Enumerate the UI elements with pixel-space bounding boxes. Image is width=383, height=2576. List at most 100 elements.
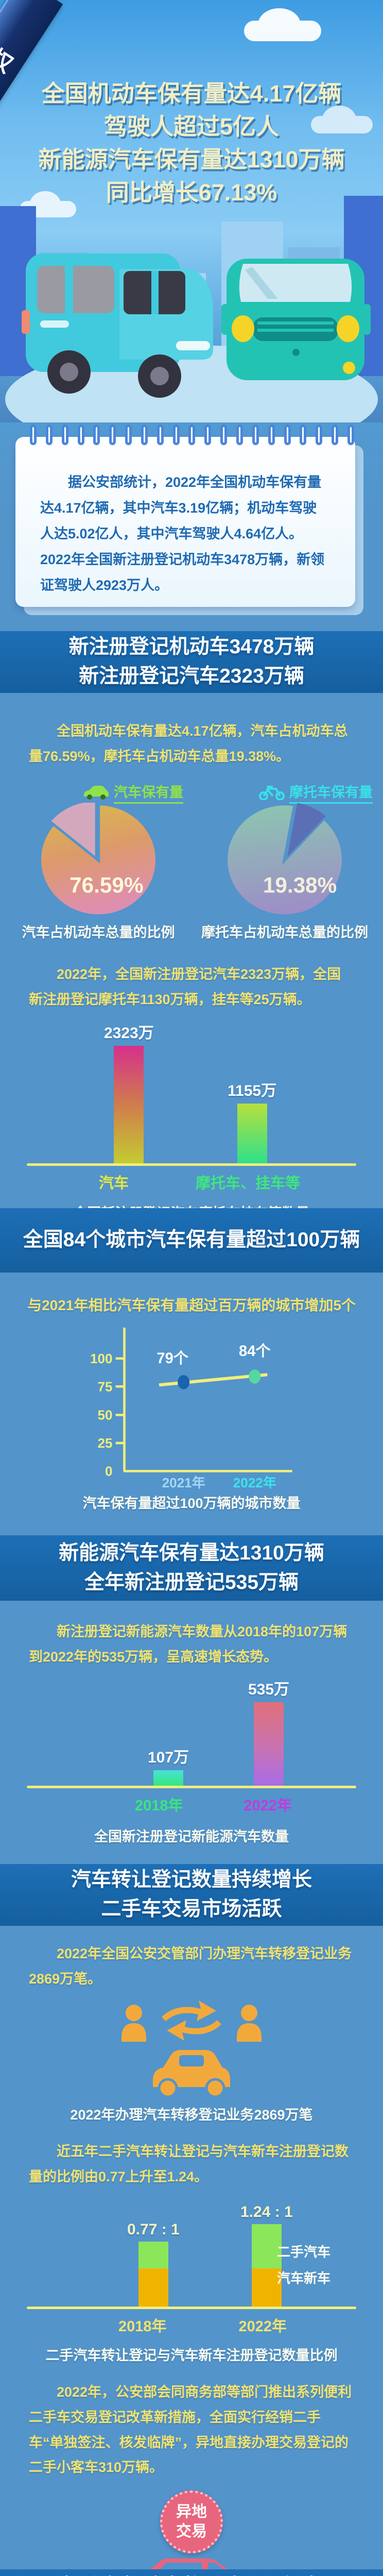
xlabel-2021: 2021年 [162, 1475, 205, 1489]
ratio-2018-value: 0.77 : 1 [127, 2221, 180, 2239]
ratio-2018-xlabel: 2018年 [118, 2318, 167, 2335]
nev-2022-bar [254, 1702, 284, 1786]
nev-2018-value: 107万 [148, 1749, 189, 1767]
xlabel-2022: 2022年 [233, 1475, 276, 1489]
section3-heading-line1: 新能源汽车保有量达1310万辆 [59, 1541, 324, 1564]
cloud-decoration [311, 105, 373, 133]
motorcycle-icon [259, 786, 285, 801]
spiral-ring [156, 425, 164, 445]
spiral-ring [141, 425, 148, 445]
section1-paragraph2: 2022年，全国新注册登记汽车2323万辆，全国新注册登记摩托车1130万辆，挂… [29, 967, 341, 1007]
remote-trade-badge: 异地 交易 [160, 2490, 223, 2553]
section1-heading-line1: 新注册登记机动车3478万辆 [68, 636, 315, 658]
section2-heading: 全国84个城市汽车保有量超过100万辆 [23, 1229, 360, 1251]
section4-body: 2022年全国公安交管部门办理汽车转移登记业务2869万笔。 2022年办理汽车… [0, 1926, 383, 2569]
car-icon [84, 786, 109, 800]
cloud-decoration [244, 8, 321, 41]
notebook-spiral [30, 425, 354, 445]
moto-pie-chart: 19.38% [228, 803, 342, 914]
nev-2018-xlabel: 2018年 [135, 1798, 183, 1815]
moto-xlabel: 摩托车、挂车等 [196, 1175, 301, 1192]
legend-used-car: 二手汽车 [257, 2242, 330, 2261]
hero-section: 权威发布 全国机动车保有量达4.17亿辆 驾驶人超过5亿人 新能源汽车保有量达1… [0, 0, 383, 422]
spiral-ring [109, 425, 116, 445]
badge-line2: 交易 [176, 2522, 207, 2540]
car-bar-column: 2323万 [104, 1020, 154, 1164]
section4-paragraph3: 2022年，公安部会同商务部等部门推出系列便利二手车交易登记改革新措施，全面实行… [29, 2384, 352, 2476]
ytick-0: 0 [105, 1464, 113, 1479]
spiral-ring [332, 425, 339, 445]
registration-bar-chart: 2323万 1155万 [32, 1016, 351, 1164]
transfer-caption: 2022年办理汽车转移登记业务2869万笔 [70, 2107, 313, 2123]
nev-2018-column: 107万 [148, 1744, 189, 1786]
spiral-ring [93, 425, 100, 445]
car-pie-caption: 汽车占机动车总量的比例 [22, 925, 175, 941]
spiral-ring [316, 425, 323, 445]
transfer-illustration [0, 1997, 383, 2100]
spiral-ring [252, 425, 259, 445]
spiral-ring [125, 425, 132, 445]
bar-chart-axis [27, 1163, 356, 1166]
car-pie-chart: 76.59% [41, 803, 155, 914]
ratio-2018-column: 0.77 : 1 [127, 2221, 180, 2307]
section3-paragraph: 新注册登记新能源汽车数量从2018年的107万辆到2022年的535万辆，呈高速… [29, 1624, 347, 1665]
title-line-4: 同比增长67.13% [106, 179, 277, 206]
ratio-2022-xlabel: 2022年 [238, 2318, 287, 2335]
section2-header: 全国84个城市汽车保有量超过100万辆 [0, 1208, 383, 1273]
car-front-illustration [221, 259, 371, 380]
ytick-100: 100 [90, 1351, 113, 1366]
ytick-75: 75 [97, 1379, 112, 1394]
pink-car-icon [150, 2558, 228, 2569]
section4-paragraph2: 近五年二手汽车转让登记与汽车新车注册登记数量的比例由0.77上升至1.24。 [29, 2144, 349, 2184]
spiral-ring [347, 425, 354, 445]
nev-2022-column: 535万 [248, 1676, 289, 1786]
section4-heading-line2: 二手车交易市场活跃 [101, 1898, 282, 1920]
ytick-50: 50 [97, 1408, 112, 1423]
nev-chart-axis [27, 1786, 356, 1789]
ratio-2022-value: 1.24 : 1 [240, 2204, 293, 2221]
car-pie-legend-label: 汽车保有量 [114, 781, 183, 804]
point-2021 [178, 1375, 190, 1389]
spiral-ring [284, 425, 291, 445]
moto-pie-legend-label: 摩托车保有量 [289, 781, 373, 804]
bar-chart-caption: 全国新注册登记汽车摩托车挂车等数量 [0, 1202, 383, 1208]
city-illustration [0, 180, 383, 422]
intro-card-section: 据公安部统计，2022年全国机动车保有量达4.17亿辆，其中汽车3.19亿辆；机… [0, 422, 383, 631]
nev-bar-chart: 107万 535万 [32, 1676, 351, 1786]
spiral-ring [188, 425, 196, 445]
stacked-chart-legend: 二手汽车 汽车新车 [257, 2242, 330, 2287]
spiral-ring [77, 425, 84, 445]
badge-line1: 异地 [176, 2503, 207, 2521]
ratio-2018-used-segment [138, 2242, 168, 2269]
used-car-swatch [257, 2246, 271, 2257]
nev-2018-bar [153, 1770, 184, 1786]
section3-header: 新能源汽车保有量达1310万辆 全年新注册登记535万辆 [0, 1535, 383, 1601]
section4-paragraph1: 2022年全国公安交管部门办理汽车转移登记业务2869万笔。 [29, 1946, 352, 1987]
nev-2022-xlabel: 2022年 [243, 1798, 292, 1815]
car-pie-value: 76.59% [69, 873, 143, 897]
moto-pie-caption: 摩托车占机动车总量的比例 [201, 925, 368, 941]
page-title: 全国机动车保有量达4.17亿辆 驾驶人超过5亿人 新能源汽车保有量达1310万辆… [0, 77, 383, 209]
spiral-ring [30, 425, 37, 445]
section1-header: 新注册登记机动车3478万辆 新注册登记汽车2323万辆 [0, 631, 383, 693]
intro-card: 据公安部统计，2022年全国机动车保有量达4.17亿辆，其中汽车3.19亿辆；机… [15, 437, 355, 607]
new-car-swatch [257, 2272, 271, 2283]
spiral-ring [300, 425, 307, 445]
van-illustration [22, 253, 213, 398]
ratio-chart-xlabels: 2018年 2022年 [32, 2314, 351, 2336]
title-line-1: 全国机动车保有量达4.17亿辆 [41, 80, 342, 107]
section1-heading-line2: 新注册登记汽车2323万辆 [79, 665, 304, 687]
section1-paragraph1: 全国机动车保有量达4.17亿辆，汽车占机动车总量76.59%，摩托车占机动车总量… [29, 723, 348, 764]
spiral-ring [61, 425, 68, 445]
car-pie-legend: 汽车保有量 [82, 781, 183, 804]
spiral-ring [45, 425, 53, 445]
legend-new-car: 汽车新车 [257, 2268, 330, 2287]
car-bar [114, 1046, 144, 1164]
nev-chart-caption: 全国新注册登记新能源汽车数量 [94, 1829, 289, 1845]
nev-2022-value: 535万 [248, 1681, 290, 1699]
section4-header: 汽车转让登记数量持续增长 二手车交易市场活跃 [0, 1864, 383, 1926]
title-line-2: 驾驶人超过5亿人 [103, 113, 280, 140]
ytick-25: 25 [97, 1435, 112, 1451]
point-2022-label: 84个 [239, 1343, 271, 1360]
